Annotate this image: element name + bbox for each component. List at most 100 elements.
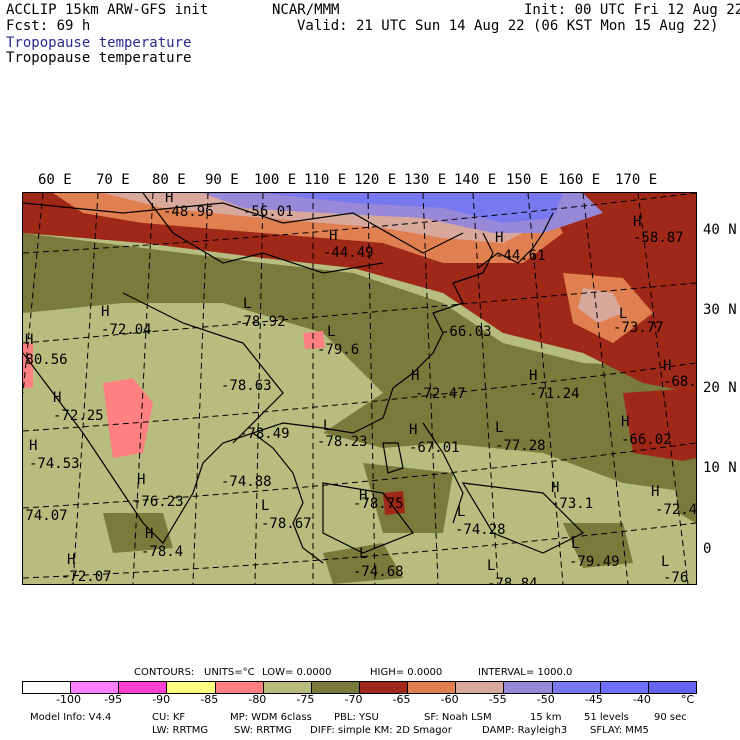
contours-label: CONTOURS:: [134, 667, 195, 678]
map-label: L: [359, 546, 368, 562]
header-center-title: NCAR/MMM: [272, 2, 340, 18]
colorbar-swatch: [600, 682, 649, 693]
map-label: H: [165, 192, 174, 206]
colorbar-tick-label: -85: [200, 693, 219, 706]
map-value: -72.25: [53, 408, 104, 424]
colorbar-swatch: [119, 682, 168, 693]
map-value: -72.07: [61, 569, 112, 585]
field-title-1: Tropopause temperature: [6, 35, 192, 51]
header-model-title: ACCLIP 15km ARW-GFS init: [6, 2, 209, 18]
map-value: -73.77: [613, 320, 664, 336]
colorbar-swatch: [456, 682, 505, 693]
map-label: H: [409, 422, 418, 438]
footer-model-info: Model Info: V4.4: [30, 712, 112, 723]
map-value: -76.23: [133, 494, 184, 510]
map-value: -74.28: [455, 522, 506, 538]
map-label: H: [551, 480, 560, 496]
colorbar-swatch: [408, 682, 457, 693]
map-label: H: [495, 230, 504, 246]
field-title-2: Tropopause temperature: [6, 50, 192, 66]
lon-label-80e: 80 E: [152, 172, 186, 188]
footer-levels: 51 levels: [584, 712, 629, 723]
map-value: -78.67: [261, 516, 312, 532]
colorbar-tick-label: -90: [152, 693, 171, 706]
colorbar-tick-label: -100: [56, 693, 82, 706]
map-value: -58.87: [633, 230, 684, 246]
map-value: -78.49: [239, 426, 290, 442]
lon-label-150e: 150 E: [506, 172, 549, 188]
colorbar-swatch: [504, 682, 553, 693]
map-value: -74.53: [29, 456, 80, 472]
lat-label-30n: 30 N: [703, 302, 737, 318]
map-label: H: [621, 414, 630, 430]
footer-pbl: PBL: YSU: [334, 712, 379, 723]
map-label: L: [261, 498, 270, 514]
colorbar: [22, 681, 697, 694]
map-value: -78.92: [235, 314, 286, 330]
lon-label-110e: 110 E: [304, 172, 347, 188]
colorbar-swatch: [167, 682, 216, 693]
map-value: -74.88: [221, 474, 272, 490]
map-value: -72.47: [415, 386, 466, 402]
lat-label-0: 0: [703, 541, 712, 557]
lat-label-40n: 40 N: [703, 222, 737, 238]
shaded-field: [23, 193, 696, 584]
colorbar-tick-label: -80: [248, 693, 267, 706]
map-value: -72.48: [655, 502, 697, 518]
colorbar-swatch: [215, 682, 264, 693]
lon-label-140e: 140 E: [454, 172, 497, 188]
map-value: -72.04: [101, 322, 152, 338]
map-value: -76: [663, 570, 689, 585]
colorbar-tick-label: -60: [440, 693, 459, 706]
map-value: -67.01: [409, 440, 460, 456]
lon-label-130e: 130 E: [404, 172, 447, 188]
contours-units: UNITS=°C: [204, 667, 255, 678]
colorbar-tick-label: -45: [584, 693, 603, 706]
header-valid-time: Valid: 21 UTC Sun 14 Aug 22 (06 KST Mon …: [297, 18, 719, 34]
map-label: H: [137, 472, 146, 488]
map-label: L: [327, 324, 336, 340]
colorbar-swatch: [648, 682, 696, 693]
lon-label-90e: 90 E: [205, 172, 239, 188]
lon-label-100e: 100 E: [254, 172, 297, 188]
map-label: H: [101, 304, 110, 320]
colorbar-tick-label: -70: [344, 693, 363, 706]
map-value: -78.75: [353, 496, 404, 512]
map-label: L: [495, 420, 504, 436]
map-value: -56.01: [243, 204, 294, 220]
colorbar-tick-label: -40: [632, 693, 651, 706]
footer-lw: LW: RRTMG: [152, 725, 209, 736]
colorbar-tick-label: -55: [488, 693, 507, 706]
map-label: H: [663, 358, 672, 374]
footer-timestep: 90 sec: [654, 712, 687, 723]
contours-low: LOW= 0.0000: [262, 667, 332, 678]
colorbar-swatch: [552, 682, 601, 693]
footer-cu: CU: KF: [152, 712, 186, 723]
map-value: -68.: [663, 374, 697, 390]
map-value: -78.4: [141, 544, 184, 560]
footer-damp: DAMP: Rayleigh3: [482, 725, 568, 736]
map-value: -79.49: [569, 554, 620, 570]
footer-diff: DIFF: simple KM: 2D Smagor: [310, 725, 452, 736]
colorbar-tick-label: °C: [681, 693, 695, 706]
contours-high: HIGH= 0.0000: [370, 667, 443, 678]
lon-label-120e: 120 E: [354, 172, 397, 188]
map-label: H: [651, 484, 660, 500]
map-label: L: [457, 504, 466, 520]
lon-label-70e: 70 E: [96, 172, 130, 188]
map-label: H: [529, 368, 538, 384]
footer-sw: SW: RRTMG: [234, 725, 292, 736]
colorbar-swatch: [359, 682, 409, 693]
footer-resolution: 15 km: [530, 712, 562, 723]
map-label: H: [53, 390, 62, 406]
map-value: -44.61: [495, 248, 546, 264]
map-label: H: [411, 368, 420, 384]
map-value: -66.02: [621, 432, 672, 448]
colorbar-swatch: [263, 682, 312, 693]
colorbar-tick-label: -50: [536, 693, 555, 706]
colorbar-tick-label: -75: [296, 693, 315, 706]
lon-label-60e: 60 E: [38, 172, 72, 188]
map-label: H: [29, 438, 38, 454]
colorbar-swatch: [71, 682, 120, 693]
map-value: -80.56: [22, 352, 68, 368]
